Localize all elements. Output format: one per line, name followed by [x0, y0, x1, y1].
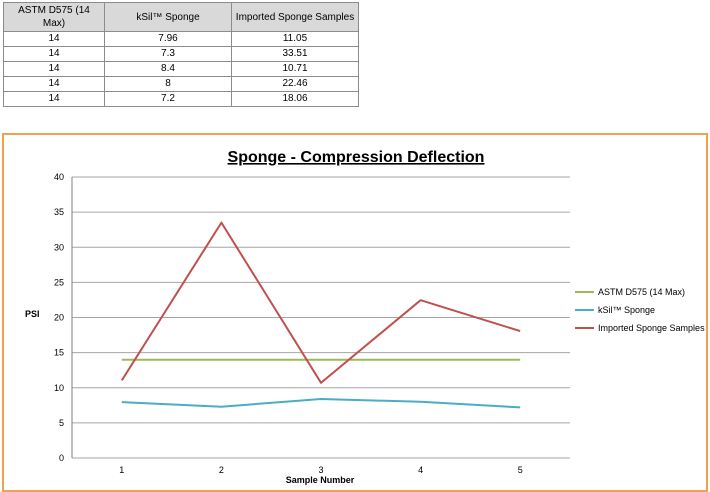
table-row: 14 8.4 10.71 [3, 61, 359, 77]
x-tick-label: 4 [418, 465, 423, 475]
table-cell: 8.4 [104, 61, 232, 77]
series-line [120, 221, 521, 384]
data-table: ASTM D575 (14 Max) kSil™ Sponge Imported… [3, 2, 359, 107]
legend-label: Imported Sponge Samples [598, 323, 705, 333]
x-tick-label: 1 [119, 465, 124, 475]
x-axis-label: Sample Number [286, 475, 355, 485]
table-cell: 10.71 [231, 61, 359, 77]
table-cell: 33.51 [231, 46, 359, 62]
line-chart: Sponge - Compression Deflection 05101520… [25, 149, 705, 485]
legend-label: kSil™ Sponge [598, 305, 655, 315]
series-lines [120, 221, 521, 409]
table-cell: 7.2 [104, 91, 232, 107]
y-tick-label: 10 [54, 383, 64, 393]
table-cell: 8 [104, 76, 232, 92]
y-tick-label: 5 [59, 418, 64, 428]
table-cell: 14 [3, 31, 105, 47]
table-header-imported: Imported Sponge Samples [231, 2, 359, 32]
table-cell: 22.46 [231, 76, 359, 92]
x-tick-label: 2 [219, 465, 224, 475]
table-header-astm: ASTM D575 (14 Max) [3, 2, 105, 32]
table-row: 14 7.2 18.06 [3, 91, 359, 107]
y-axis-ticks: 0 5 10 15 20 25 30 35 40 [54, 172, 64, 463]
table-cell: 11.05 [231, 31, 359, 47]
table-cell: 14 [3, 46, 105, 62]
table-row: 14 7.96 11.05 [3, 31, 359, 47]
chart-frame: Sponge - Compression Deflection 0 5 10 15 20… [2, 133, 708, 492]
series-line [121, 398, 521, 409]
table-cell: 7.3 [104, 46, 232, 62]
table-header-row: ASTM D575 (14 Max) kSil™ Sponge Imported… [3, 2, 359, 32]
y-tick-label: 0 [59, 453, 64, 463]
table-cell: 18.06 [231, 91, 359, 107]
table-cell: 7.96 [104, 31, 232, 47]
x-tick-label: 5 [518, 465, 523, 475]
x-axis-ticks: 1 2 3 4 5 [119, 465, 522, 475]
y-tick-label: 30 [54, 242, 64, 252]
table-cell: 14 [3, 91, 105, 107]
chart-title: Sponge - Compression Deflection [228, 149, 485, 166]
table-cell: 14 [3, 76, 105, 92]
gridlines [71, 176, 570, 459]
y-tick-label: 40 [54, 172, 64, 182]
y-tick-label: 20 [54, 313, 64, 323]
table-row: 14 7.3 33.51 [3, 46, 359, 62]
table-cell: 14 [3, 61, 105, 77]
y-tick-label: 35 [54, 207, 64, 217]
legend-label: ASTM D575 (14 Max) [598, 287, 685, 297]
y-axis-label: PSI [25, 309, 40, 319]
legend: ASTM D575 (14 Max) kSil™ Sponge Imported S… [575, 287, 705, 333]
y-tick-label: 15 [54, 348, 64, 358]
x-tick-label: 3 [318, 465, 323, 475]
y-tick-label: 25 [54, 277, 64, 287]
table-header-ksil: kSil™ Sponge [104, 2, 232, 32]
table-row: 14 8 22.46 [3, 76, 359, 92]
